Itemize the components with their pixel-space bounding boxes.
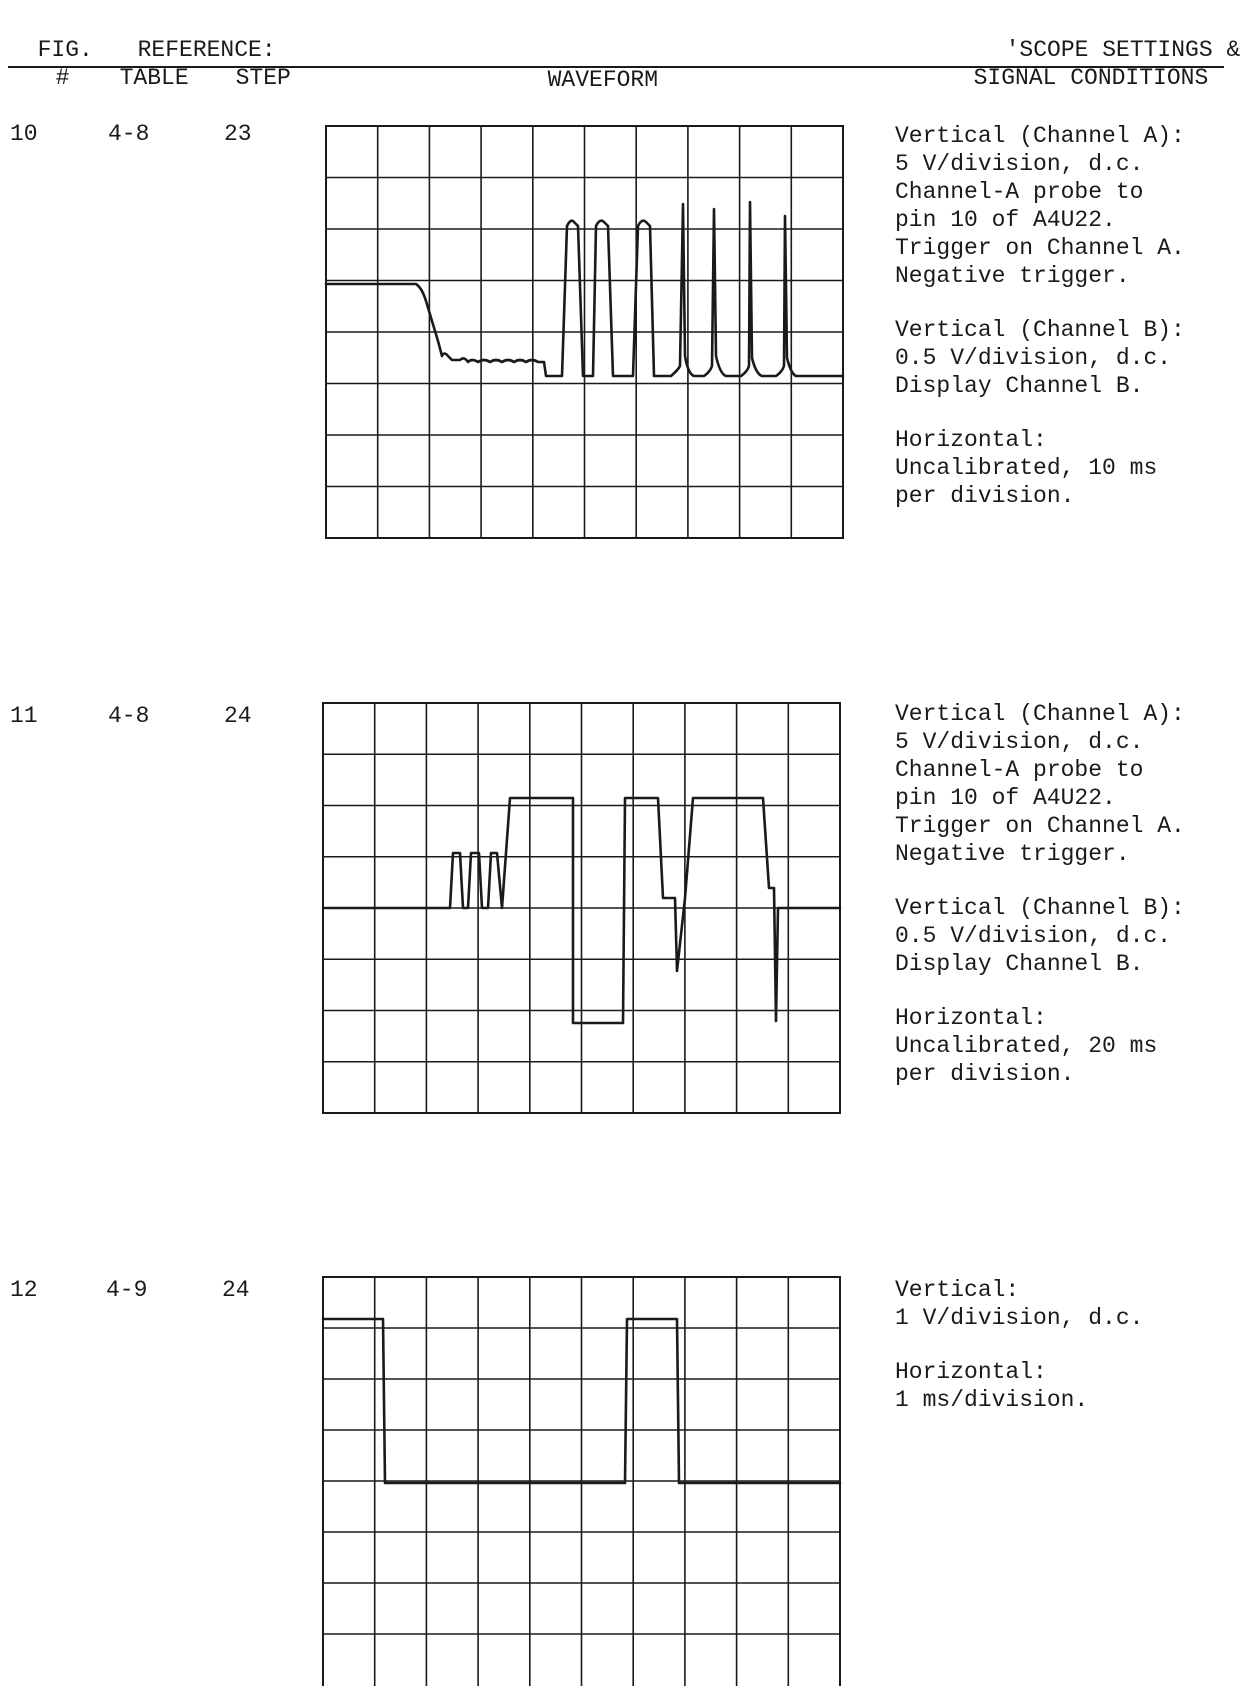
notes-horizontal: Horizontal: 1 ms/division. [895, 1359, 1089, 1413]
scope-graticule [326, 126, 843, 538]
scope-settings-fig-12: Vertical: 1 V/division, d.c. Horizontal:… [895, 1276, 1240, 1440]
header-fig-number: # [55, 65, 70, 91]
scope-settings-fig-10: Vertical (Channel A): 5 V/division, d.c.… [895, 122, 1240, 536]
scope-graticule [323, 703, 840, 1113]
scope-screen-fig-12 [321, 1276, 842, 1686]
fig-step: 24 [224, 703, 252, 729]
header-step: STEP [235, 65, 291, 91]
waveform-trace [321, 796, 842, 1025]
header-table: TABLE [119, 65, 189, 91]
notes-vertical-channel-b: Vertical (Channel B): 0.5 V/division, d.… [895, 317, 1185, 399]
notes-horizontal: Horizontal: Uncalibrated, 20 ms per divi… [895, 1005, 1158, 1087]
fig-number: 11 [10, 703, 38, 729]
header-rule [8, 66, 1224, 68]
waveform-trace [324, 200, 845, 378]
fig-number: 12 [10, 1277, 38, 1303]
scope-frame [325, 125, 844, 539]
notes-horizontal: Horizontal: Uncalibrated, 10 ms per divi… [895, 427, 1158, 509]
notes-vertical-channel-a: Vertical (Channel A): 5 V/division, d.c.… [895, 123, 1185, 289]
header-settings: 'SCOPE SETTINGS & [1005, 37, 1241, 63]
scope-settings-fig-11: Vertical (Channel A): 5 V/division, d.c.… [895, 700, 1240, 1114]
fig-table: 4-8 [108, 121, 150, 147]
fig-table: 4-8 [108, 703, 150, 729]
fig-step: 23 [224, 121, 252, 147]
fig-number: 10 [10, 121, 38, 147]
scope-graticule [323, 1277, 840, 1686]
fig-step: 24 [222, 1277, 250, 1303]
notes-vertical-channel-b: Vertical (Channel B): 0.5 V/division, d.… [895, 895, 1185, 977]
header-reference: REFERENCE: [137, 37, 276, 63]
header-fig: FIG. [10, 8, 93, 64]
notes-vertical-channel-a: Vertical (Channel A): 5 V/division, d.c.… [895, 701, 1185, 867]
scope-screen-fig-11 [321, 702, 842, 1114]
header-waveform: WAVEFORM [547, 67, 659, 93]
scope-frame [322, 1276, 841, 1686]
waveform-trace [321, 1317, 842, 1485]
fig-table: 4-9 [106, 1277, 148, 1303]
header-fig-label: FIG. [37, 37, 93, 63]
header-conditions: SIGNAL CONDITIONS [973, 65, 1209, 91]
scope-screen-fig-10 [324, 125, 845, 539]
notes-vertical: Vertical: 1 V/division, d.c. [895, 1277, 1144, 1331]
